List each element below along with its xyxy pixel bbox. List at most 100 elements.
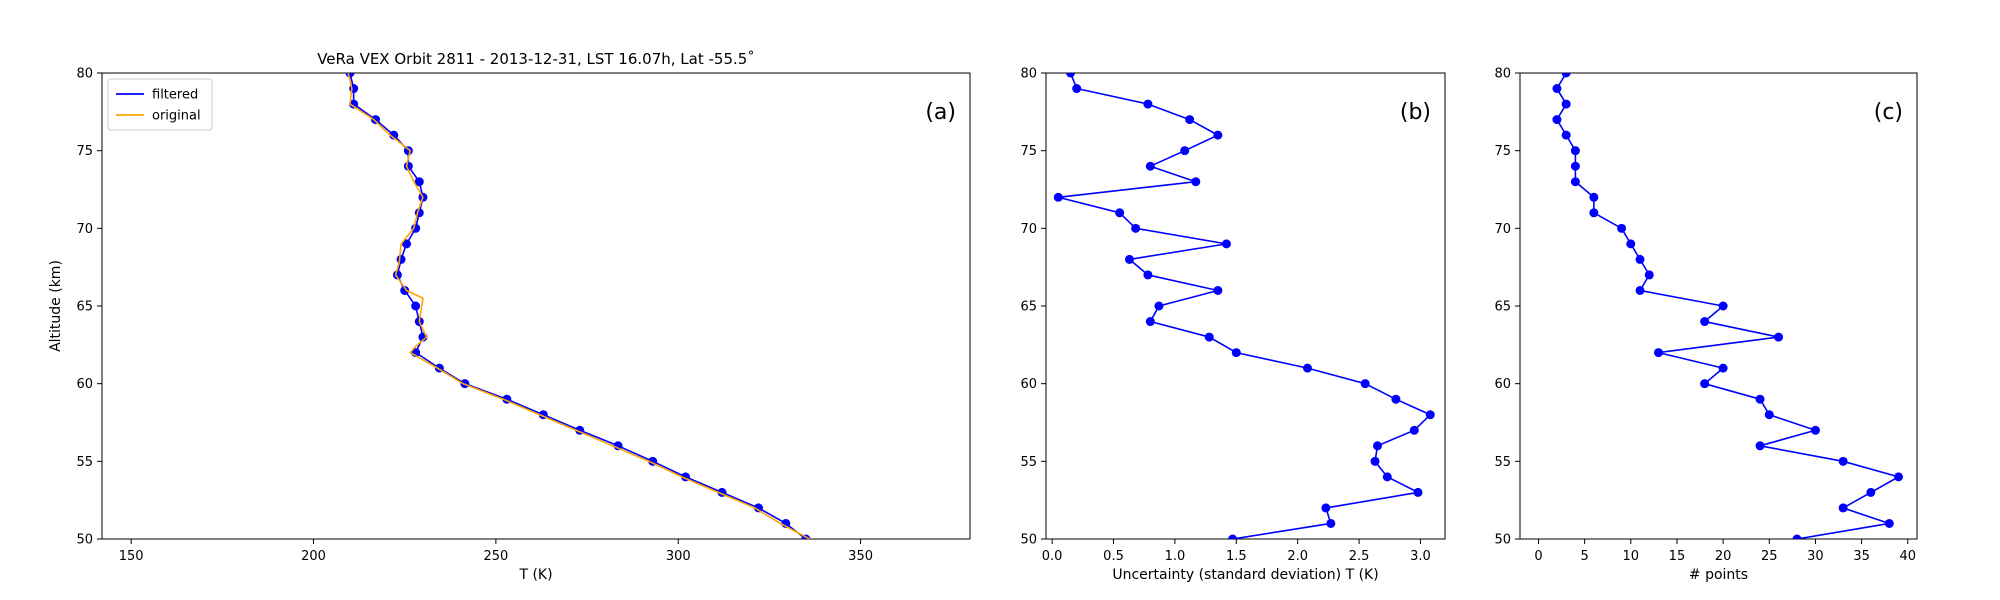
filtered-point bbox=[613, 441, 623, 451]
legend-entry-label: original bbox=[152, 109, 201, 124]
series-0-point bbox=[1124, 254, 1134, 264]
series-0-point bbox=[1570, 161, 1580, 171]
y-tick-label: 65 bbox=[1020, 300, 1037, 315]
series-0-point bbox=[1409, 425, 1419, 435]
filtered-point bbox=[402, 239, 412, 249]
series-0-point bbox=[1718, 363, 1728, 373]
series-0-point bbox=[1838, 456, 1848, 466]
filtered-point bbox=[414, 177, 424, 187]
x-tick-label: 15 bbox=[1669, 549, 1686, 564]
x-axis-label: # points bbox=[1689, 567, 1748, 583]
series-0-line bbox=[1556, 73, 1900, 539]
series-0-point bbox=[1552, 84, 1562, 94]
y-tick-label: 50 bbox=[1494, 533, 1511, 548]
plot-area bbox=[345, 73, 811, 539]
x-tick-label: 0 bbox=[1534, 549, 1542, 564]
series-0-point bbox=[1617, 223, 1627, 233]
series-0-point bbox=[1321, 503, 1331, 513]
y-tick-label: 65 bbox=[76, 300, 93, 315]
series-0-point bbox=[1589, 192, 1599, 202]
series-0-point bbox=[1866, 487, 1876, 497]
panel-label: (c) bbox=[1874, 100, 1903, 125]
y-tick-label: 60 bbox=[1020, 377, 1037, 392]
filtered-point bbox=[753, 503, 763, 513]
x-tick-label: 3.0 bbox=[1410, 549, 1431, 564]
series-0-point bbox=[1131, 223, 1141, 233]
original-line bbox=[347, 73, 810, 539]
y-tick-label: 70 bbox=[76, 222, 93, 237]
x-tick-label: 1.0 bbox=[1165, 549, 1186, 564]
y-tick-label: 55 bbox=[1494, 455, 1511, 470]
x-tick-label: 40 bbox=[1899, 549, 1916, 564]
x-tick-label: 300 bbox=[666, 549, 691, 564]
series-0-point bbox=[1213, 285, 1223, 295]
panel-label: (b) bbox=[1400, 100, 1431, 125]
filtered-point bbox=[349, 99, 359, 109]
y-tick-label: 65 bbox=[1494, 300, 1511, 315]
series-0-point bbox=[1561, 99, 1571, 109]
y-tick-label: 70 bbox=[1020, 222, 1037, 237]
plot-area bbox=[1552, 73, 1904, 539]
x-tick-label: 5 bbox=[1580, 549, 1588, 564]
x-tick-label: 10 bbox=[1623, 549, 1640, 564]
series-0-point bbox=[1774, 332, 1784, 342]
series-0-point bbox=[1204, 332, 1214, 342]
series-0-point bbox=[1552, 115, 1562, 125]
x-tick-label: 20 bbox=[1715, 549, 1732, 564]
series-0-point bbox=[1570, 177, 1580, 187]
series-0-point bbox=[1635, 254, 1645, 264]
series-0-point bbox=[1561, 130, 1571, 140]
x-tick-label: 350 bbox=[848, 549, 873, 564]
y-tick-label: 80 bbox=[1494, 67, 1511, 82]
series-0-point bbox=[1635, 285, 1645, 295]
x-axis-label: T (K) bbox=[518, 567, 552, 583]
y-tick-label: 50 bbox=[76, 533, 93, 548]
series-0-line bbox=[1057, 73, 1432, 539]
series-0-point bbox=[1360, 379, 1370, 389]
series-0-point bbox=[1755, 441, 1765, 451]
y-tick-label: 60 bbox=[76, 377, 93, 392]
series-0-point bbox=[1053, 192, 1063, 202]
series-0-point bbox=[1561, 73, 1571, 78]
series-0-point bbox=[1653, 348, 1663, 358]
series-0-point bbox=[1326, 518, 1336, 528]
series-0-point bbox=[1700, 317, 1710, 327]
y-tick-label: 75 bbox=[76, 144, 93, 159]
x-tick-label: 150 bbox=[119, 549, 144, 564]
panel-b-uncertainty-profile: 0.0 0.5 1.0 1.5 2.0 2.5 3.0 50 55 60 65 70 75 80 Uncer… bbox=[1020, 67, 1446, 583]
x-tick-label: 2.0 bbox=[1287, 549, 1308, 564]
y-axis-label: Altitude (km) bbox=[48, 260, 64, 352]
series-0-point bbox=[1589, 208, 1599, 218]
y-tick-label: 80 bbox=[1020, 67, 1037, 82]
series-0-point bbox=[1303, 363, 1312, 373]
series-0-point bbox=[1570, 146, 1580, 156]
x-tick-label: 25 bbox=[1761, 549, 1778, 564]
series-0-point bbox=[1072, 84, 1082, 94]
series-0-point bbox=[1792, 534, 1802, 539]
legend-entry-label: filtered bbox=[152, 88, 198, 103]
y-tick-label: 50 bbox=[1020, 533, 1037, 548]
series-0-point bbox=[1115, 208, 1125, 218]
series-0-point bbox=[1894, 472, 1904, 482]
plot-area bbox=[1053, 73, 1435, 539]
series-0-point bbox=[1700, 379, 1710, 389]
series-0-point bbox=[1145, 317, 1155, 327]
y-tick-label: 60 bbox=[1494, 377, 1511, 392]
series-0-point bbox=[1228, 534, 1238, 539]
series-0-point bbox=[1370, 456, 1380, 466]
legend-box bbox=[107, 78, 213, 131]
series-0-point bbox=[1191, 177, 1201, 187]
series-0-point bbox=[1231, 348, 1241, 358]
x-tick-label: 200 bbox=[301, 549, 326, 564]
legend: filtered original bbox=[107, 78, 213, 131]
x-tick-label: 1.5 bbox=[1226, 549, 1247, 564]
series-0-point bbox=[1425, 410, 1435, 420]
series-0-point bbox=[1644, 270, 1654, 280]
series-0-point bbox=[1066, 73, 1076, 78]
x-tick-label: 30 bbox=[1807, 549, 1824, 564]
series-0-point bbox=[1810, 425, 1820, 435]
x-tick-label: 35 bbox=[1853, 549, 1870, 564]
x-tick-label: 2.5 bbox=[1349, 549, 1370, 564]
y-tick-label: 75 bbox=[1020, 144, 1037, 159]
